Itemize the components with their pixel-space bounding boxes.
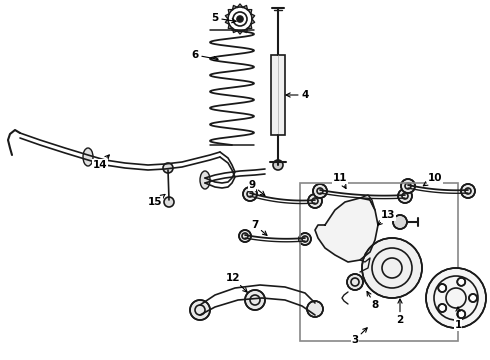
Circle shape bbox=[457, 278, 465, 286]
Circle shape bbox=[438, 304, 446, 312]
Circle shape bbox=[461, 184, 475, 198]
Circle shape bbox=[426, 268, 486, 328]
Text: 2: 2 bbox=[396, 299, 404, 325]
Text: 11: 11 bbox=[333, 173, 347, 189]
Text: 13: 13 bbox=[378, 210, 395, 225]
Circle shape bbox=[469, 294, 477, 302]
Text: 12: 12 bbox=[226, 273, 247, 292]
Text: 10: 10 bbox=[423, 173, 442, 186]
Circle shape bbox=[401, 179, 415, 193]
Text: 5: 5 bbox=[211, 13, 236, 23]
Circle shape bbox=[245, 290, 265, 310]
Bar bbox=[300, 183, 458, 341]
Circle shape bbox=[362, 238, 422, 298]
Circle shape bbox=[163, 163, 173, 173]
Circle shape bbox=[457, 310, 465, 318]
Circle shape bbox=[239, 230, 251, 242]
Polygon shape bbox=[315, 198, 378, 262]
Circle shape bbox=[243, 187, 257, 201]
Text: 8: 8 bbox=[367, 292, 379, 310]
Text: 7: 7 bbox=[251, 220, 267, 235]
Circle shape bbox=[438, 284, 446, 292]
Circle shape bbox=[308, 194, 322, 208]
Text: 3: 3 bbox=[351, 328, 367, 345]
Circle shape bbox=[307, 301, 323, 317]
Text: 1: 1 bbox=[454, 307, 462, 330]
Circle shape bbox=[313, 184, 327, 198]
Circle shape bbox=[164, 197, 174, 207]
Circle shape bbox=[190, 300, 210, 320]
Circle shape bbox=[273, 160, 283, 170]
Text: 15: 15 bbox=[148, 194, 165, 207]
Text: 9: 9 bbox=[248, 180, 265, 195]
Bar bbox=[271, 55, 285, 135]
Ellipse shape bbox=[200, 171, 210, 189]
Circle shape bbox=[347, 274, 363, 290]
Text: 14: 14 bbox=[93, 155, 109, 170]
Circle shape bbox=[398, 189, 412, 203]
Text: 4: 4 bbox=[286, 90, 309, 100]
Circle shape bbox=[393, 215, 407, 229]
Circle shape bbox=[237, 16, 243, 22]
Text: 6: 6 bbox=[192, 50, 218, 60]
Circle shape bbox=[299, 233, 311, 245]
Ellipse shape bbox=[83, 148, 93, 166]
